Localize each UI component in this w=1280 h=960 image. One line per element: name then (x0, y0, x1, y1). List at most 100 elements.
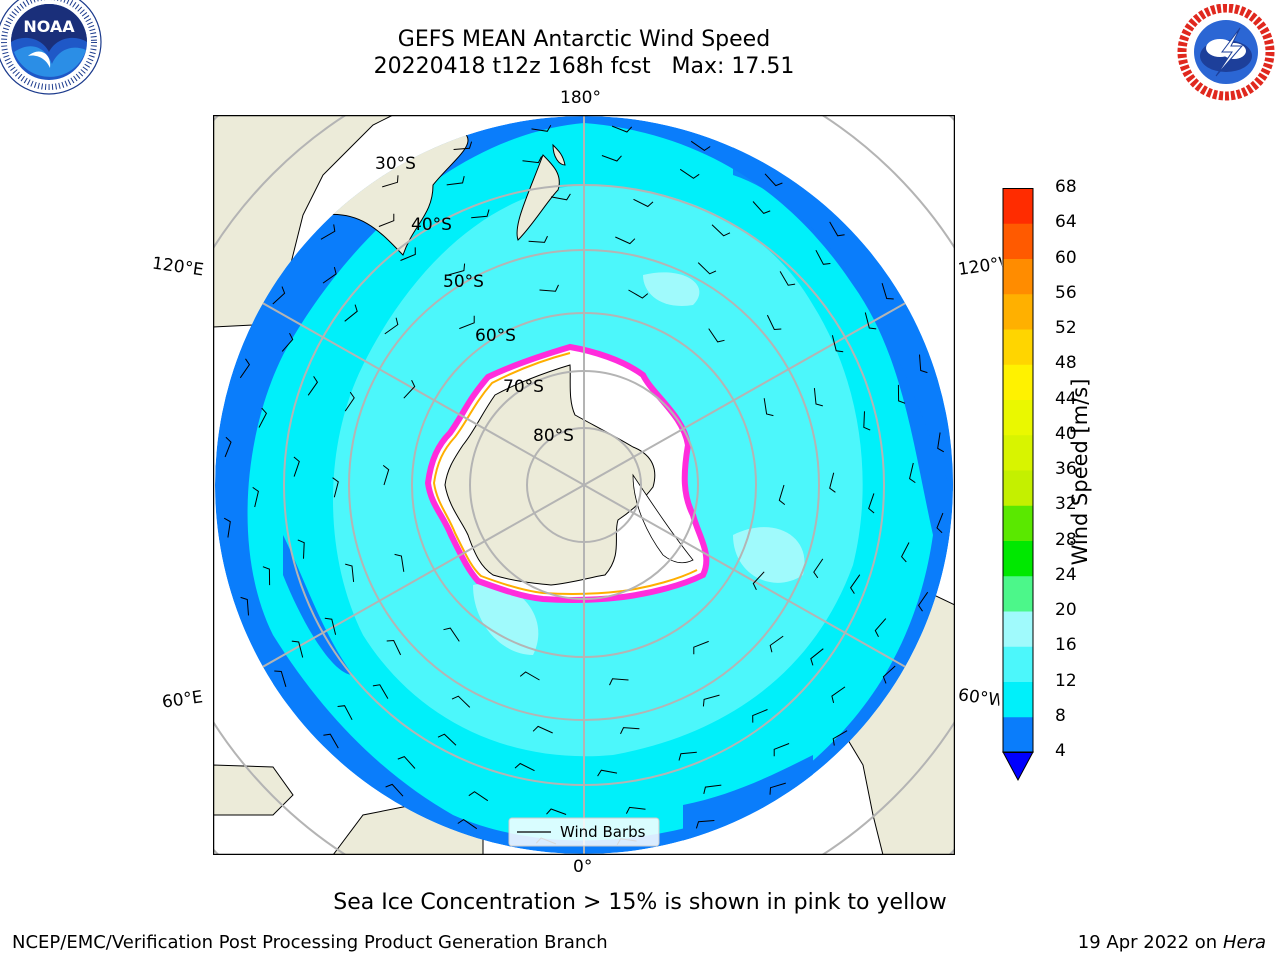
wind-barb (446, 175, 465, 186)
map-legend: Wind Barbs (508, 817, 660, 847)
colorbar-block (1003, 646, 1033, 682)
footer-branch: NCEP/EMC/Verification Post Processing Pr… (12, 932, 608, 953)
wind-barb (778, 484, 786, 505)
wind-barb (769, 635, 784, 653)
wind-barb (832, 730, 848, 746)
wind-barb (471, 209, 490, 219)
lat-label-80s: 80°S (533, 426, 574, 446)
wind-barb (382, 175, 399, 188)
wind-barb (457, 818, 478, 830)
colorbar-block (1003, 716, 1033, 753)
wind-barb (882, 665, 896, 684)
colorbar-tick-label: 40 (1055, 423, 1077, 444)
wind-barb (697, 262, 717, 275)
wind-barb (620, 727, 640, 735)
wind-barb (779, 271, 796, 286)
wind-barb (897, 384, 906, 404)
wind-barb (766, 314, 782, 331)
colorbar-tick-label: 52 (1055, 318, 1077, 338)
australia-land (213, 115, 394, 328)
wind-barb (936, 512, 944, 534)
wind-barb (224, 436, 232, 458)
wind-barb (519, 671, 540, 681)
footer-date-text: 19 Apr 2022 on (1077, 932, 1223, 953)
wind-barb (679, 168, 700, 179)
wind-barb (258, 407, 268, 428)
wind-barbs (223, 124, 945, 846)
colorbar-block (1003, 329, 1033, 365)
wind-barb (764, 173, 783, 187)
wind-barb (763, 398, 774, 417)
wind-barb (403, 379, 416, 399)
colorbar-block (1003, 470, 1033, 506)
lat-label-40s: 40°S (411, 215, 452, 235)
colorbar-block (1003, 434, 1033, 471)
wind-barb (695, 820, 715, 829)
wind-barb (281, 332, 294, 352)
wind-barb (829, 472, 836, 493)
wind-barb (272, 286, 286, 305)
wind-barb (625, 806, 646, 814)
colorbar-tick-label: 28 (1055, 529, 1077, 550)
wind-barb (868, 493, 875, 514)
wind-barb (344, 304, 358, 322)
wind-barb (874, 618, 887, 638)
colorbar-tick-label: 16 (1055, 635, 1077, 656)
wind-barb (223, 517, 231, 538)
colorbar-block (1003, 399, 1033, 436)
colorbar-tick-label: 36 (1055, 459, 1077, 479)
wind-barb (459, 315, 475, 330)
wind-barb (849, 574, 861, 594)
wind-barb (708, 328, 725, 343)
wind-barb (864, 312, 877, 330)
wind-barb (337, 705, 353, 721)
colorbar-block (1003, 293, 1033, 330)
colorbar-tick-label: 60 (1055, 247, 1077, 268)
colorbar-tick-label: 56 (1055, 282, 1077, 303)
wind-barb (324, 617, 337, 635)
lon-label-120e: 120°E (150, 253, 205, 281)
wind-barb (597, 769, 618, 777)
wind-barb (262, 566, 271, 586)
wind-barb (752, 201, 771, 214)
colorbar-tick-label: 4 (1055, 741, 1066, 761)
wind-barb (917, 591, 929, 612)
lon-label-120w: 120°W (956, 254, 1004, 280)
colorbar-label: Wind Speed [m/s] (1068, 378, 1092, 566)
map-frame (213, 115, 955, 855)
wind-barb (532, 725, 553, 734)
wind-barb (293, 456, 300, 477)
wind-barb (919, 354, 928, 374)
colorbar-tick-label: 32 (1055, 494, 1077, 515)
lon-label-60e: 60°E (160, 687, 205, 713)
wind-barb (810, 648, 824, 666)
colorbar-tick-label: 64 (1055, 212, 1077, 233)
colorbar (1002, 188, 1034, 782)
chart-title: GEFS MEAN Antarctic Wind Speed (397, 27, 771, 52)
wind-barb (690, 140, 711, 152)
wind-barb (752, 709, 768, 723)
wind-barb (453, 141, 473, 150)
colorbar-block (1003, 611, 1033, 647)
wind-barb (702, 694, 720, 707)
wind-barb (909, 462, 916, 484)
wind-barb (344, 391, 355, 412)
polar-map: 30°S 40°S 50°S 60°S 70°S 80°S Wind Barbs (213, 115, 955, 855)
wind-barb (332, 477, 339, 498)
lon-label-60w: 60°W (956, 685, 1002, 711)
colorbar-tick-label: 44 (1055, 388, 1077, 409)
wind-barb (615, 236, 636, 245)
wind-barb (240, 596, 249, 616)
wind-barb (345, 563, 355, 582)
wind-barb (703, 784, 722, 795)
lat-label-70s: 70°S (503, 377, 544, 397)
sea-ice-caption: Sea Ice Concentration > 15% is shown in … (333, 890, 947, 915)
wind-barb (773, 743, 790, 757)
wind-barb (900, 542, 910, 563)
wind-barb (451, 695, 471, 708)
lon-label-0: 0° (573, 857, 593, 877)
wind-barb (831, 686, 846, 704)
wind-barb (522, 156, 543, 164)
colorbar-tick-label: 12 (1055, 670, 1077, 691)
wind-barb (813, 388, 823, 407)
